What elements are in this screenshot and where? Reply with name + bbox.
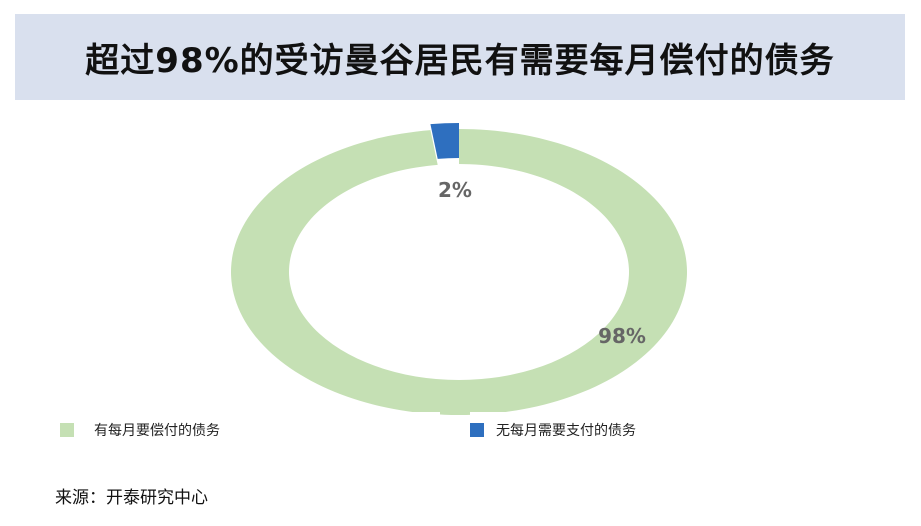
legend-swatch bbox=[60, 423, 74, 437]
slice-has-debt bbox=[230, 129, 687, 416]
chart-title: 超过98%的受访曼谷居民有需要每月偿付的债务 bbox=[85, 40, 835, 81]
legend-label: 无每月需要支付的债务 bbox=[496, 423, 636, 439]
legend-swatch bbox=[470, 423, 484, 437]
legend-label: 有每月要偿付的债务 bbox=[94, 423, 220, 439]
slice-no-debt bbox=[430, 123, 459, 159]
data-label-no-debt: 2% bbox=[438, 178, 472, 202]
data-label-has-debt: 98% bbox=[598, 324, 646, 348]
source-note: 来源：开泰研究中心 bbox=[55, 488, 208, 508]
legend-item-no-debt: 无每月需要支付的债务 bbox=[470, 412, 770, 448]
title-banner: 超过98%的受访曼谷居民有需要每月偿付的债务 bbox=[15, 14, 905, 100]
legend-item-has-debt: 有每月要偿付的债务 bbox=[60, 412, 440, 448]
